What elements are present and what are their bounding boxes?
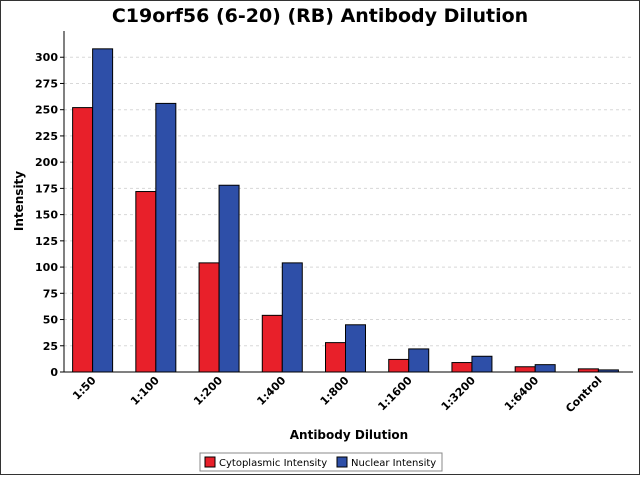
y-tick-label: 275 [35, 77, 58, 90]
bars [72, 48, 619, 373]
x-tick-label: 1:400 [254, 374, 288, 408]
x-tick-label: 1:1600 [375, 374, 415, 414]
bar-cytoplasmic [198, 262, 220, 373]
bar-nuclear [92, 48, 114, 373]
bar-cytoplasmic [514, 366, 536, 373]
legend-label: Cytoplasmic Intensity [219, 458, 327, 469]
bar-cytoplasmic [261, 314, 283, 373]
x-tick-label: Control [563, 374, 604, 415]
y-tick-label: 50 [43, 314, 59, 327]
bar-nuclear [218, 184, 240, 373]
axes [63, 31, 633, 373]
y-tick-labels: 0 25 50 75 100 125 150 175 200 225 250 275 300 [35, 51, 64, 379]
bar-cytoplasmic [325, 342, 346, 373]
legend: Cytoplasmic Intensity Nuclear Intensity [199, 452, 443, 472]
y-tick-label: 0 [50, 366, 58, 379]
x-tick-label: 1:100 [128, 374, 162, 408]
x-tick-label: 1:200 [191, 374, 225, 408]
y-tick-label: 200 [35, 156, 58, 169]
bar-nuclear [534, 364, 556, 373]
y-tick-label: 300 [35, 51, 58, 64]
chart-title: C19orf56 (6-20) (RB) Antibody Dilution [112, 5, 528, 27]
x-tick-label: 1:50 [70, 374, 99, 403]
x-tick-label: 1:800 [318, 374, 352, 408]
x-tick-labels: 1:50 1:100 1:200 1:400 1:800 1:1600 1:3200 1:64… [70, 374, 604, 416]
legend-label: Nuclear Intensity [351, 458, 436, 469]
bar-nuclear [408, 348, 430, 373]
bar-nuclear [281, 262, 303, 373]
y-tick-label: 125 [35, 235, 58, 248]
y-tick-label: 150 [35, 209, 58, 222]
y-tick-label: 250 [35, 104, 58, 117]
x-tick-label: 1:3200 [439, 374, 479, 414]
bar-nuclear [345, 324, 366, 373]
y-tick-label: 75 [43, 287, 58, 300]
bar-cytoplasmic [135, 191, 157, 373]
legend-box [199, 452, 443, 472]
bar-cytoplasmic [451, 362, 473, 373]
y-tick-label: 100 [35, 261, 58, 274]
legend-swatch [336, 456, 348, 468]
x-tick-label: 1:6400 [502, 374, 542, 414]
y-tick-label: 225 [35, 130, 58, 143]
bar-cytoplasmic [388, 358, 410, 373]
y-tick-label: 25 [43, 340, 58, 353]
y-axis-title: Intensity [12, 171, 26, 231]
y-tick-label: 175 [35, 182, 58, 195]
legend-swatch [204, 456, 216, 468]
bar-cytoplasmic [72, 107, 94, 373]
gridlines [64, 56, 633, 347]
bar-nuclear [471, 355, 493, 373]
x-axis-title: Antibody Dilution [290, 428, 408, 442]
bar-nuclear [155, 102, 177, 373]
